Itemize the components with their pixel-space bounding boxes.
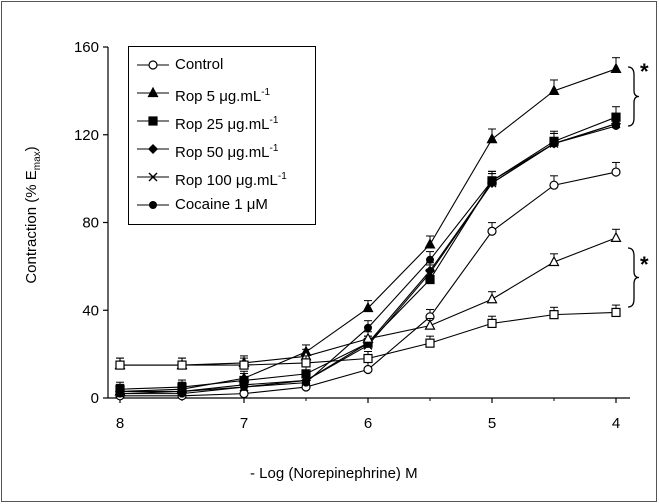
data-point xyxy=(301,358,311,368)
legend-label: Cocaine 1 μM xyxy=(175,196,268,213)
legend-symbol xyxy=(137,144,169,154)
legend-item: Rop 100 μg.mL-1 xyxy=(135,167,313,189)
data-point xyxy=(610,62,622,74)
legend-marker xyxy=(147,86,159,98)
legend-symbol xyxy=(137,86,169,98)
data-point xyxy=(240,383,248,392)
legend-marker xyxy=(148,172,158,182)
data-point xyxy=(612,121,620,130)
x-axis-label: - Log (Norepinephrine) M xyxy=(250,465,418,482)
legend-label: Rop 5 μg.mL-1 xyxy=(175,87,271,105)
data-point xyxy=(363,364,373,375)
legend-item: Cocaine 1 μM xyxy=(135,195,313,215)
x-tick-label: 8 xyxy=(116,415,124,432)
data-point xyxy=(487,226,497,236)
x-tick-label: 6 xyxy=(364,415,372,432)
legend-symbol xyxy=(137,116,169,126)
data-point xyxy=(177,360,187,370)
data-point xyxy=(424,238,436,249)
legend-item: Rop 5 μg.mL-1 xyxy=(135,83,313,105)
significance-brace-bottom xyxy=(627,247,640,308)
legend-symbol xyxy=(137,60,169,70)
data-point xyxy=(487,318,497,329)
data-point xyxy=(116,389,124,398)
data-point xyxy=(364,323,372,332)
data-point xyxy=(486,132,498,144)
legend-item: Control xyxy=(135,55,313,75)
legend-item: Rop 50 μg.mL-1 xyxy=(135,139,313,161)
legend-symbol xyxy=(137,172,169,182)
data-point xyxy=(549,310,559,320)
significance-brace-top xyxy=(627,66,640,127)
legend-label: Rop 50 μg.mL-1 xyxy=(175,143,279,161)
data-point xyxy=(610,231,622,242)
legend-label: Rop 100 μg.mL-1 xyxy=(175,171,287,189)
data-point xyxy=(178,389,186,398)
data-point xyxy=(302,378,310,387)
data-point xyxy=(362,332,374,343)
y-tick-label: 120 xyxy=(74,127,99,144)
data-point xyxy=(488,176,496,185)
data-point xyxy=(611,307,621,318)
x-tick-label: 4 xyxy=(612,415,620,432)
data-point xyxy=(424,319,436,330)
x-tick-label: 7 xyxy=(240,415,248,432)
data-point xyxy=(425,268,435,278)
series-5 xyxy=(116,115,620,398)
data-point xyxy=(486,292,498,304)
y-tick-label: 80 xyxy=(82,215,99,232)
legend-marker xyxy=(148,144,158,154)
data-point xyxy=(425,338,435,348)
legend-item: Rop 25 μg.mL-1 xyxy=(135,111,313,133)
legend-label: Control xyxy=(175,56,224,73)
legend-marker xyxy=(148,116,158,126)
y-axis-label: Contraction (% Emax) xyxy=(23,146,43,284)
chart-legend: Control Rop 5 μg.mL-1 Rop 25 μg.mL-1 Rop 50… xyxy=(128,46,316,225)
data-point xyxy=(549,180,559,190)
y-tick-label: 0 xyxy=(91,390,99,407)
y-tick-label: 160 xyxy=(74,39,99,56)
legend-symbol xyxy=(137,201,169,209)
legend-label: Rop 25 μg.mL-1 xyxy=(175,115,279,133)
data-point xyxy=(115,360,125,370)
x-tick-label: 5 xyxy=(488,415,496,432)
data-point xyxy=(548,255,560,267)
significance-star-bottom: * xyxy=(640,252,649,277)
data-point xyxy=(426,255,434,264)
series-7 xyxy=(115,304,621,370)
legend-marker xyxy=(148,60,158,70)
data-point xyxy=(362,301,374,313)
data-point xyxy=(239,360,249,370)
data-point xyxy=(550,139,558,148)
significance-star-top: * xyxy=(640,59,649,84)
data-point xyxy=(363,353,373,364)
y-tick-label: 40 xyxy=(82,302,99,319)
legend-marker xyxy=(149,201,157,209)
data-point xyxy=(548,84,560,95)
data-point xyxy=(611,167,621,177)
